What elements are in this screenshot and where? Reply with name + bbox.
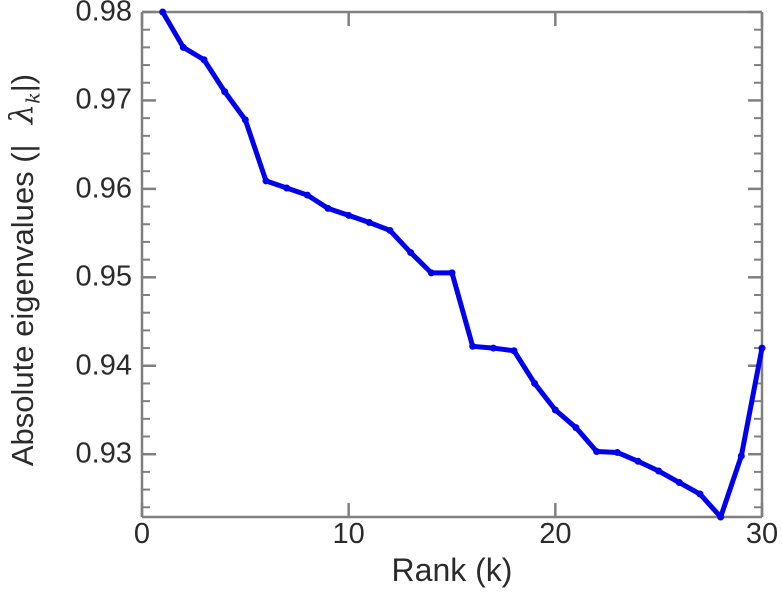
data-point — [407, 249, 415, 257]
data-point — [221, 88, 229, 96]
y-tick-label: 0.93 — [75, 437, 132, 470]
data-point — [283, 184, 291, 192]
x-axis-label: Rank (k) — [391, 552, 513, 588]
data-point — [758, 344, 766, 352]
data-point — [655, 467, 663, 475]
data-point — [386, 226, 394, 234]
data-point — [675, 479, 683, 487]
data-point — [200, 56, 208, 64]
data-point — [303, 191, 311, 199]
data-point — [593, 448, 601, 456]
lambda-symbol: λk — [2, 92, 44, 144]
x-tick-label: 0 — [133, 518, 151, 550]
data-point — [159, 8, 167, 16]
data-point — [469, 342, 477, 350]
data-point — [427, 269, 435, 277]
data-point — [531, 379, 539, 387]
lambda-subscript: k — [22, 92, 45, 104]
data-point — [634, 457, 642, 465]
y-tick-label: 0.94 — [75, 349, 132, 382]
data-point — [365, 218, 373, 226]
data-point — [613, 448, 621, 456]
x-tick-label: 30 — [745, 518, 779, 550]
data-point — [551, 406, 559, 414]
data-point — [737, 452, 745, 460]
y-tick-label: 0.98 — [75, 0, 132, 28]
data-point — [324, 204, 332, 212]
y-tick-label: 0.96 — [75, 172, 132, 205]
y-tick-label: 0.97 — [75, 83, 132, 116]
series-line-0 — [160, 9, 765, 520]
data-point — [345, 211, 353, 219]
data-point — [696, 490, 704, 498]
y-axis-label: Absolute eigenvalues (| λk |) — [0, 0, 46, 540]
data-point — [179, 43, 187, 51]
y-tick-label: 0.95 — [75, 260, 132, 293]
x-tick-label: 20 — [539, 518, 572, 550]
data-point — [489, 344, 497, 352]
data-point — [572, 424, 580, 432]
y-axis-tick-labels: 0.93 0.94 0.95 0.96 0.97 0.98 — [0, 0, 132, 600]
x-tick-label: 10 — [332, 518, 365, 550]
data-point — [241, 116, 249, 124]
data-point — [448, 269, 456, 277]
lambda-glyph: λ — [1, 103, 40, 125]
data-point — [510, 347, 518, 355]
y-axis-label-text: Absolute eigenvalues (| — [5, 144, 40, 467]
y-axis-label-tail: |) — [5, 73, 40, 93]
data-point — [717, 513, 725, 521]
data-point — [262, 177, 270, 185]
